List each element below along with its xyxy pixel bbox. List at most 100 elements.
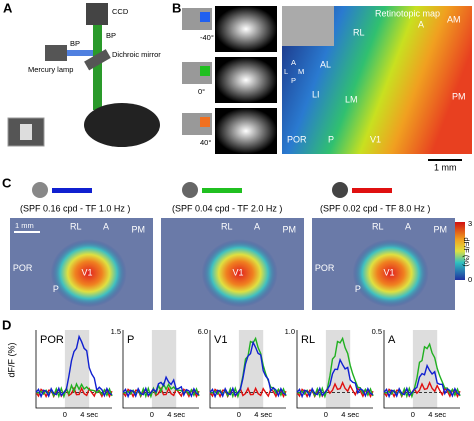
- y-tick-label: 1.5: [111, 327, 121, 336]
- ccd-camera: [86, 3, 108, 25]
- plot-title: POR: [40, 334, 64, 346]
- compass: A: [291, 58, 296, 67]
- x-tick-label: 4 sec: [341, 410, 359, 419]
- trace: [296, 380, 374, 399]
- panel-label: D: [2, 317, 11, 332]
- area-label: A: [103, 222, 109, 232]
- area: POR: [287, 134, 307, 144]
- area: PM: [452, 91, 466, 101]
- x-tick-label: 4 sec: [254, 410, 272, 419]
- compass: M: [298, 67, 304, 76]
- x-tick-label: 4 sec: [167, 410, 185, 419]
- trace: [383, 380, 461, 399]
- activation: [50, 239, 127, 308]
- plot-title: A: [388, 334, 396, 346]
- x-tick-label: 0: [237, 410, 241, 419]
- caption: (SPF 0.04 cpd - TF 2.0 Hz ): [172, 203, 282, 213]
- label: Dichroic mirror: [112, 50, 161, 59]
- x-tick-label: 4 sec: [428, 410, 446, 419]
- area-label: RL: [221, 222, 233, 232]
- panel-b: B -40° 0° 40° Retinotopic map A AM RL AL…: [172, 0, 472, 172]
- colorbar-label: 0: [468, 275, 472, 284]
- y-tick-label: 6.0: [198, 327, 208, 336]
- panel-label: B: [172, 0, 181, 15]
- panel-label: A: [3, 0, 13, 15]
- x-tick-label: 0: [150, 410, 154, 419]
- plot-title: RL: [301, 334, 315, 346]
- x-tick-label: 0: [63, 410, 67, 419]
- area-label: RL: [372, 222, 384, 232]
- trace: [122, 375, 200, 399]
- light-path: [93, 25, 102, 110]
- activation: [201, 239, 278, 308]
- angle: 40°: [200, 138, 211, 147]
- caption: (SPF 0.16 cpd - TF 1.0 Hz ): [20, 203, 130, 213]
- angle: 0°: [198, 87, 205, 96]
- x-tick-label: 0: [411, 410, 415, 419]
- stim-period: [412, 330, 438, 408]
- y-label: dF/F (%): [6, 342, 16, 377]
- area-label: PM: [132, 224, 146, 234]
- trace: [296, 357, 374, 399]
- colorbar-title: dF/F (%): [462, 237, 471, 267]
- trace: [209, 386, 287, 399]
- panel-d: D dF/F (%) POR 0 4 sec P 1.5 0 4 sec V1 6.0 0 4 se…: [2, 317, 461, 419]
- y-tick-label: 1.0: [285, 327, 295, 336]
- plot-title: V1: [214, 334, 227, 346]
- light-path: [67, 50, 93, 56]
- activation: [352, 239, 429, 308]
- area: LI: [312, 89, 320, 99]
- area-label: P: [355, 284, 361, 294]
- area: AL: [320, 59, 331, 69]
- panel-label: C: [2, 175, 12, 190]
- grating: [20, 124, 32, 140]
- colorbar: [455, 222, 465, 280]
- x-tick-label: 4 sec: [80, 410, 98, 419]
- axes: [296, 330, 373, 409]
- scale-label: 1 mm: [15, 221, 34, 230]
- y-tick-label: 0.5: [372, 327, 382, 336]
- axes: [383, 330, 460, 409]
- area-label: V1: [384, 268, 395, 278]
- label: BP: [70, 39, 80, 48]
- panel-c: C (SPF 0.16 cpd - TF 1.0 Hz ) (SPF 0.04 …: [2, 175, 472, 310]
- area-label: V1: [233, 268, 244, 278]
- label: BP: [106, 31, 116, 40]
- area: V1: [370, 134, 381, 144]
- trace: [35, 334, 113, 399]
- area-label: P: [53, 284, 59, 294]
- trace: [209, 340, 287, 399]
- panel-a: A CCD BP Dichroic mirror BP Mercury lamp: [3, 0, 161, 147]
- area-label: V1: [82, 268, 93, 278]
- area: RL: [353, 27, 365, 37]
- mouse: [84, 103, 160, 147]
- area-label: RL: [70, 222, 82, 232]
- area-label: PM: [283, 224, 297, 234]
- mirror: [84, 49, 111, 71]
- area-label: POR: [13, 263, 33, 273]
- lamp: [45, 45, 67, 61]
- axes: [209, 330, 286, 409]
- label: Mercury lamp: [28, 65, 73, 74]
- map-title: Retinotopic map: [375, 8, 440, 18]
- area: AM: [447, 14, 461, 24]
- colorbar-label: 3: [468, 219, 472, 228]
- area: P: [328, 134, 334, 144]
- trace: [383, 363, 461, 399]
- scale-label: 1 mm: [434, 162, 457, 172]
- x-tick-label: 0: [324, 410, 328, 419]
- axes: [122, 330, 199, 409]
- area-label: POR: [315, 263, 335, 273]
- area-label: A: [254, 222, 260, 232]
- caption: (SPF 0.02 cpd - TF 8.0 Hz ): [320, 203, 430, 213]
- area: LM: [345, 94, 358, 104]
- area-label: PM: [434, 224, 448, 234]
- area-label: A: [405, 222, 411, 232]
- axes: [35, 330, 112, 409]
- compass: L: [284, 67, 288, 76]
- plot-title: P: [127, 334, 134, 346]
- angle: -40°: [200, 33, 214, 42]
- area: A: [418, 19, 424, 29]
- compass: P: [291, 76, 296, 85]
